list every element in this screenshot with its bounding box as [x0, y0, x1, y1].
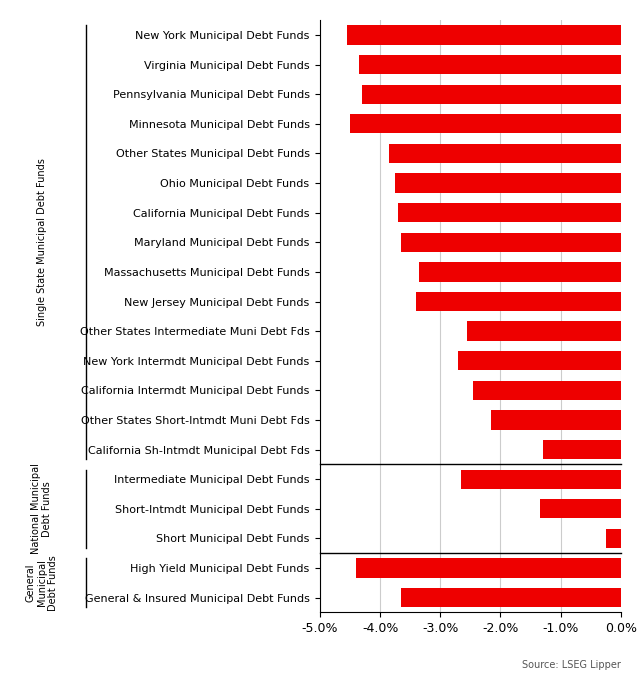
Text: General
Municipal
Debt Funds: General Municipal Debt Funds [25, 555, 58, 610]
Bar [356, 559, 621, 577]
Bar [543, 440, 621, 459]
Bar [347, 26, 621, 44]
Bar [419, 262, 621, 281]
Text: Source: LSEG Lipper: Source: LSEG Lipper [522, 660, 621, 670]
Bar [350, 114, 621, 133]
Bar [395, 174, 621, 192]
Bar [467, 322, 621, 341]
Bar [359, 55, 621, 74]
Bar [416, 292, 621, 311]
Bar [401, 588, 621, 607]
Text: Single State Municipal Debt Funds: Single State Municipal Debt Funds [36, 158, 47, 326]
Bar [474, 381, 621, 400]
Bar [389, 144, 621, 163]
Text: National Municipal
Debt Funds: National Municipal Debt Funds [31, 463, 52, 555]
Bar [401, 233, 621, 252]
Bar [492, 411, 621, 429]
Bar [362, 85, 621, 104]
Bar [461, 470, 621, 489]
Bar [458, 351, 621, 370]
Bar [605, 529, 621, 548]
Bar [398, 203, 621, 222]
Bar [540, 499, 621, 518]
